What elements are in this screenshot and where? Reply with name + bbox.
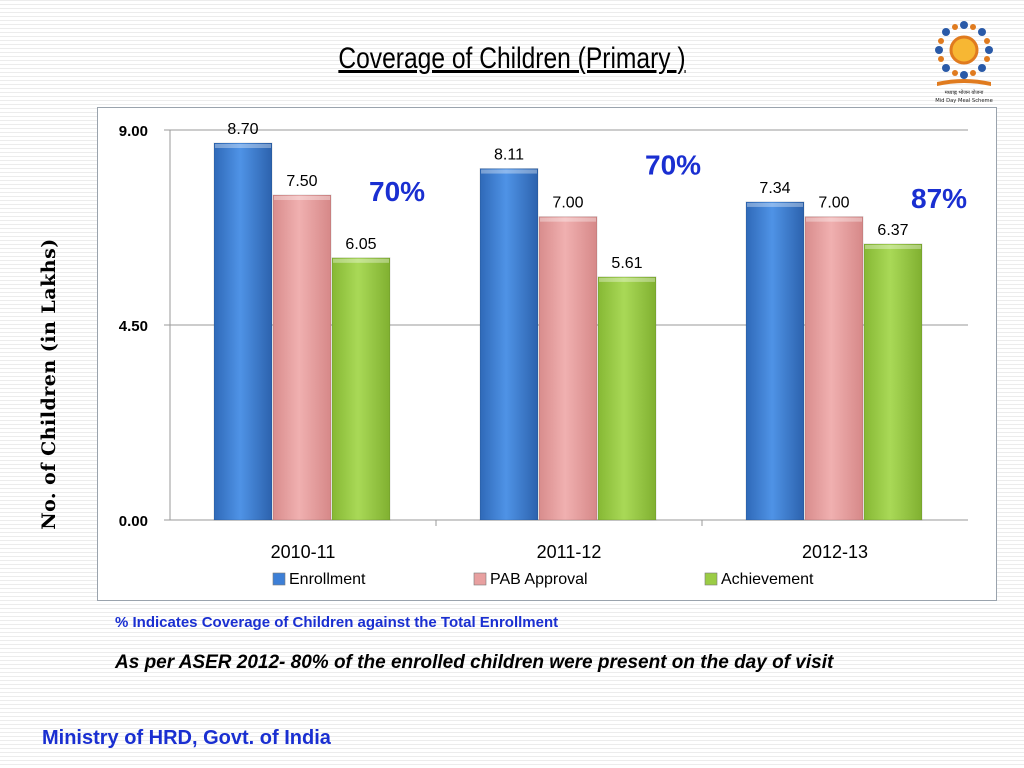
y-tick-label: 0.00 xyxy=(119,513,148,530)
bar-achievement-2012-13 xyxy=(863,243,923,521)
bar-highlight xyxy=(215,144,271,148)
bar-highlight xyxy=(865,244,921,249)
legend-swatch-pab-approval xyxy=(473,572,487,586)
svg-text:मध्याह्न भोजन योजना: मध्याह्न भोजन योजना xyxy=(945,89,984,96)
coverage-percent-label: 70% xyxy=(369,176,425,207)
data-label: 6.37 xyxy=(877,222,908,239)
chart-area: 0.00 4.50 9.00 8.70 7.50 6.05 70% 2010-11 8.11 7… xyxy=(97,107,997,601)
bar-enrollment-2010-11 xyxy=(213,142,273,521)
y-axis-label: No. of Children (in Lakhs) xyxy=(38,238,60,530)
data-label: 7.34 xyxy=(759,180,790,197)
bar-highlight xyxy=(540,217,596,222)
bar-achievement-2010-11 xyxy=(331,257,391,521)
x-category-label: 2011-12 xyxy=(537,542,602,562)
mid-day-meal-logo: मध्याह्न भोजन योजना Mid Day Meal Scheme xyxy=(927,16,1001,106)
chart-title: Coverage of Children (Primary ) xyxy=(338,42,686,75)
x-category-label: 2010-11 xyxy=(271,542,336,562)
legend-label: PAB Approval xyxy=(490,571,588,588)
data-label: 5.61 xyxy=(611,255,642,272)
bar-highlight xyxy=(481,169,537,174)
bar-pab-approval-2010-11 xyxy=(272,194,332,521)
legend-label: Achievement xyxy=(721,571,814,588)
bar-enrollment-2011-12 xyxy=(479,168,539,521)
data-label: 8.11 xyxy=(494,147,524,164)
bar-highlight xyxy=(274,196,330,200)
bar-highlight xyxy=(599,277,655,282)
bar-pab-approval-2012-13 xyxy=(804,216,864,521)
y-tick-label: 9.00 xyxy=(119,123,148,140)
coverage-note: % Indicates Coverage of Children against… xyxy=(115,614,559,631)
bar-enrollment-2012-13 xyxy=(745,201,805,521)
legend-swatch-enrollment xyxy=(272,572,286,586)
legend-swatch-achievement xyxy=(704,572,718,586)
data-label: 7.50 xyxy=(286,173,317,190)
data-label: 7.00 xyxy=(818,195,849,212)
data-label: 8.70 xyxy=(227,121,258,138)
footer-ministry: Ministry of HRD, Govt. of India xyxy=(42,727,331,749)
coverage-percent-label: 70% xyxy=(645,150,701,181)
x-category-label: 2012-13 xyxy=(802,542,868,562)
bar-chart: 0.00 4.50 9.00 8.70 7.50 6.05 70% 2010-11 8.11 7… xyxy=(119,121,968,588)
bar-highlight xyxy=(806,217,862,222)
bar-pab-approval-2011-12 xyxy=(538,216,598,521)
data-label: 7.00 xyxy=(552,195,583,212)
aser-note: As per ASER 2012- 80% of the enrolled ch… xyxy=(115,652,834,673)
bar-highlight xyxy=(747,202,803,207)
coverage-percent-label: 87% xyxy=(911,183,967,214)
legend-label: Enrollment xyxy=(289,571,366,588)
svg-text:Mid Day Meal Scheme: Mid Day Meal Scheme xyxy=(935,98,993,104)
data-label: 6.05 xyxy=(345,236,376,253)
bar-achievement-2011-12 xyxy=(597,276,657,521)
y-tick-label: 4.50 xyxy=(119,318,148,335)
bar-highlight xyxy=(333,258,389,263)
